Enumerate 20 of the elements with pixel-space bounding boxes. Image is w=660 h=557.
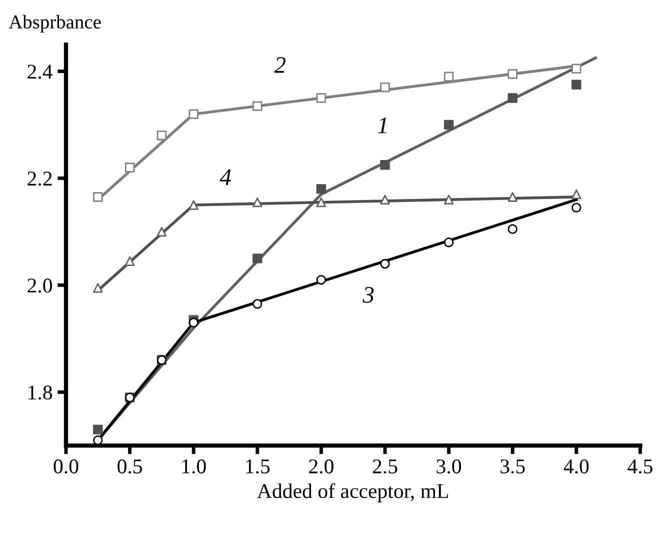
x-tick-label: 3.5 xyxy=(500,459,525,474)
y-tick-label: 2.4 xyxy=(28,64,52,79)
series-label: 1 xyxy=(378,118,386,134)
y-tick-label: 1.8 xyxy=(28,386,52,400)
x-tick-label: 4.0 xyxy=(564,459,589,474)
y-tick-label: 2.2 xyxy=(28,172,52,186)
x-tick-label: 0.5 xyxy=(118,459,142,474)
x-tick-label: 1.5 xyxy=(246,460,270,474)
x-tick-label: 1.0 xyxy=(182,459,206,474)
series-label: 4 xyxy=(220,169,231,185)
x-tick-label: 0.0 xyxy=(54,459,78,474)
y-axis-title: Absprbance xyxy=(8,14,101,33)
x-axis-title: Added of acceptor, mL xyxy=(257,483,448,502)
x-tick-label: 2.5 xyxy=(372,459,398,474)
x-tick-label: 2.0 xyxy=(309,459,334,474)
series-label: 2 xyxy=(274,57,286,73)
x-tick-label: 4.5 xyxy=(628,460,652,474)
series-label: 3 xyxy=(362,286,374,303)
y-tick-label: 2.0 xyxy=(28,278,52,293)
x-tick-label: 3.0 xyxy=(436,459,462,474)
